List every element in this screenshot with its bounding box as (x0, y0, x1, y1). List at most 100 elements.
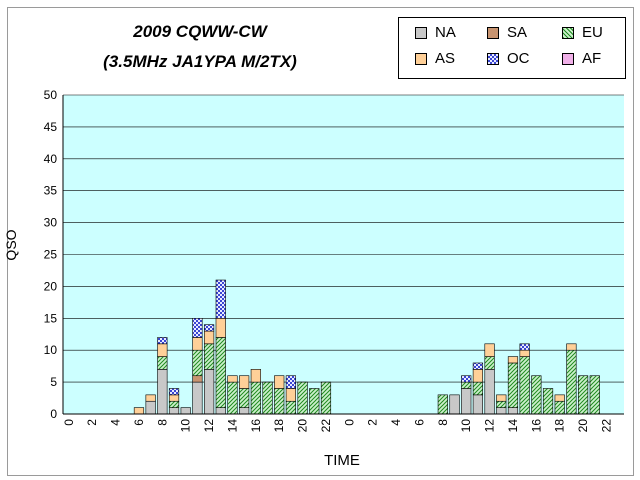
bar-segment-eu (566, 349, 577, 415)
bar-segment-as (484, 343, 495, 357)
x-tick-label: 16 (529, 419, 543, 433)
bar-segment-eu (484, 356, 495, 370)
bar-segment-eu (262, 381, 273, 415)
bar-segment-as (192, 337, 203, 351)
x-tick-label: 8 (436, 419, 450, 426)
bar-segment-as (507, 356, 519, 364)
bar-segment-na (461, 388, 472, 415)
bar-segment-eu (554, 400, 565, 415)
x-tick-label: 6 (412, 419, 426, 426)
legend-swatch (415, 53, 427, 65)
x-tick-label: 10 (179, 419, 193, 433)
x-axis-label: TIME (324, 452, 360, 469)
bar-segment-na (239, 407, 250, 415)
x-tick-label: 20 (576, 419, 590, 433)
bar-segment-eu (320, 381, 332, 415)
bar-segment-as (145, 394, 156, 402)
bar-segment-oc (204, 324, 215, 332)
bar-segment-oc (285, 375, 296, 389)
bar-segment-as (227, 375, 238, 383)
bar-segment-eu (192, 349, 203, 377)
y-tick-label: 35 (44, 184, 58, 198)
x-tick-label: 2 (366, 419, 380, 426)
bar-segment-eu (250, 381, 261, 415)
bar-segment-na (157, 369, 168, 415)
bar-segment-as (496, 394, 507, 402)
x-tick-label: 10 (459, 419, 473, 433)
bar-segment-eu (309, 388, 320, 415)
bar-segment-eu (507, 362, 519, 408)
bar-segment-oc (472, 362, 483, 370)
x-tick-label: 6 (132, 419, 146, 426)
y-tick-label: 50 (44, 88, 58, 102)
bar-segment-na (204, 369, 215, 415)
bar-segment-oc (168, 388, 180, 396)
x-tick-label: 8 (155, 419, 169, 426)
bar-segment-eu (437, 394, 448, 415)
legend-swatch (562, 53, 574, 65)
legend-swatch (562, 27, 574, 39)
bar-segment-eu (472, 381, 483, 396)
y-tick-label: 15 (44, 311, 58, 325)
bar-segment-eu (519, 356, 530, 415)
bar-segment-eu (157, 356, 168, 370)
bar-segment-na (507, 407, 519, 415)
bar-segment-eu (496, 400, 507, 408)
bar-segment-na (215, 407, 226, 415)
x-tick-label: 18 (553, 419, 567, 433)
bar-segment-eu (215, 337, 226, 408)
bar-segment-eu (274, 388, 285, 415)
x-tick-label: 4 (389, 419, 403, 426)
legend-swatch (415, 27, 427, 39)
bar-segment-as (472, 369, 483, 383)
bar-segment-as (133, 407, 145, 415)
x-tick-label: 22 (599, 419, 613, 433)
legend-swatch (487, 27, 499, 39)
bar-segment-as (204, 330, 215, 345)
bar-segment-na (484, 369, 495, 415)
chart-subtitle: (3.5MHz JA1YPA M/2TX) (103, 52, 297, 71)
x-tick-label: 12 (483, 419, 497, 433)
bar-segment-oc (461, 375, 472, 383)
bar-segment-oc (157, 337, 168, 345)
bar-segment-eu (461, 381, 472, 389)
legend: NA SA EU AS OC AF (398, 17, 626, 79)
bar-segment-eu (577, 375, 589, 415)
bar-segment-as (239, 375, 250, 389)
y-tick-label: 25 (44, 248, 58, 262)
legend-label: AF (582, 50, 602, 67)
y-tick-label: 30 (44, 216, 58, 230)
bar-segment-as (566, 343, 577, 351)
bar-segment-as (519, 349, 530, 357)
y-tick-label: 40 (44, 152, 58, 166)
legend-label: SA (507, 24, 528, 41)
x-tick-label: 14 (225, 419, 239, 433)
x-tick-label: 18 (272, 419, 286, 433)
x-tick-label: 14 (506, 419, 520, 433)
bar-segment-na (145, 400, 156, 415)
y-tick-label: 0 (50, 407, 57, 421)
bar-segment-eu (168, 400, 180, 408)
bar-segment-as (157, 343, 168, 357)
bar-segment-eu (531, 375, 542, 415)
x-tick-label: 4 (109, 419, 123, 426)
bar-segment-eu (297, 381, 308, 415)
bar-segment-oc (215, 279, 226, 319)
legend-label: NA (435, 24, 456, 41)
bar-segment-na (449, 394, 460, 415)
bar-segment-oc (519, 343, 530, 351)
bar-segment-as (168, 394, 180, 402)
x-tick-label: 2 (85, 419, 99, 426)
bar-segment-na (496, 407, 507, 415)
bar-segment-na (168, 407, 180, 415)
bar-segment-eu (285, 400, 296, 415)
y-tick-label: 45 (44, 120, 58, 134)
bar-segment-sa (192, 375, 203, 383)
bar-segment-na (180, 407, 191, 415)
bar-segment-as (215, 317, 226, 338)
legend-label: EU (582, 24, 603, 41)
bar-segment-na (192, 381, 203, 415)
bar-segment-eu (204, 343, 215, 370)
legend-label: AS (435, 50, 456, 67)
